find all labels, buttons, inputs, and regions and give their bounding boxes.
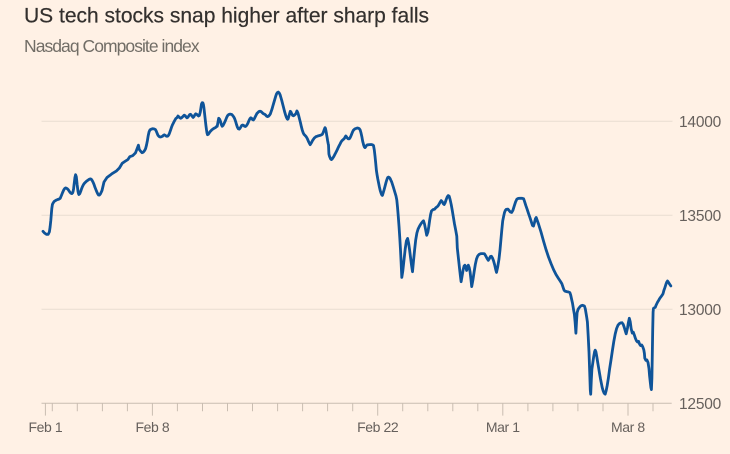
svg-text:Feb 1: Feb 1 — [28, 419, 62, 435]
svg-text:Mar 8: Mar 8 — [611, 419, 645, 435]
svg-text:Feb 8: Feb 8 — [135, 419, 169, 435]
svg-text:14000: 14000 — [679, 114, 722, 131]
svg-text:13500: 13500 — [679, 208, 722, 225]
svg-text:Feb 22: Feb 22 — [357, 419, 399, 435]
svg-text:Mar 1: Mar 1 — [486, 419, 520, 435]
svg-text:13000: 13000 — [679, 302, 722, 319]
svg-text:Nasdaq Composite index: Nasdaq Composite index — [24, 36, 200, 56]
svg-text:US tech stocks snap higher aft: US tech stocks snap higher after sharp f… — [24, 4, 429, 27]
svg-text:12500: 12500 — [679, 396, 722, 413]
